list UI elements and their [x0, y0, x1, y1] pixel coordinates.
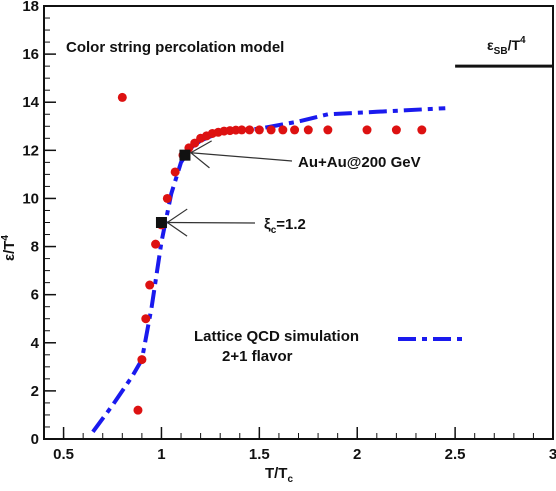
- data-point: [141, 314, 150, 323]
- data-point: [133, 406, 142, 415]
- y-tick-label: 8: [31, 239, 39, 256]
- data-point: [392, 125, 401, 134]
- data-point: [171, 167, 180, 176]
- x-axis-title: T/Tc: [265, 465, 294, 485]
- y-tick-label: 14: [22, 94, 39, 111]
- legend-lattice-line2: 2+1 flavor: [222, 348, 293, 365]
- xi-c-arrow: [167, 209, 255, 236]
- sb-limit-label: εSB/T4: [487, 35, 526, 57]
- x-tick-label: 1: [157, 446, 165, 463]
- arrow-shaft: [167, 223, 255, 224]
- data-point: [145, 281, 154, 290]
- data-point: [290, 125, 299, 134]
- y-tick-label: 6: [31, 287, 39, 304]
- y-tick-label: 0: [31, 431, 39, 448]
- data-point: [363, 125, 372, 134]
- au-au-label: Au+Au@200 GeV: [298, 154, 421, 171]
- data-point: [151, 240, 160, 249]
- y-tick-label: 10: [22, 190, 39, 207]
- model-label: Color string percolation model: [66, 39, 284, 56]
- arrow-shaft: [191, 153, 292, 161]
- data-point: [118, 93, 127, 102]
- x-tick-label: 1.5: [249, 446, 270, 463]
- data-point: [267, 125, 276, 134]
- au-au-arrow: [191, 141, 292, 168]
- y-tick-label: 18: [22, 0, 39, 15]
- x-tick-label: 2: [353, 446, 361, 463]
- square-marker: [156, 217, 167, 228]
- x-axis-ticks: 0.5 1 1.5 2 2.5 3: [44, 427, 556, 463]
- data-point: [255, 125, 264, 134]
- data-point: [245, 125, 254, 134]
- data-point: [417, 125, 426, 134]
- y-tick-label: 2: [31, 383, 39, 400]
- data-point: [323, 125, 332, 134]
- data-point: [237, 125, 246, 134]
- x-tick-label: 0.5: [53, 446, 74, 463]
- x-tick-label: 3: [549, 446, 556, 463]
- data-point: [137, 355, 146, 364]
- y-axis-ticks: 0 2 4 6 8 10 12 14 16 18: [22, 0, 56, 448]
- y-tick-label: 12: [22, 142, 39, 159]
- data-point: [278, 125, 287, 134]
- data-point: [304, 125, 313, 134]
- square-marker: [179, 150, 190, 161]
- xi-c-label: ξc=1.2: [264, 216, 306, 236]
- y-tick-label: 4: [31, 335, 40, 352]
- data-point: [163, 194, 172, 203]
- x-tick-label: 2.5: [445, 446, 466, 463]
- y-tick-label: 16: [22, 46, 39, 63]
- legend-lattice-line1: Lattice QCD simulation: [194, 328, 359, 345]
- y-axis-title: ε/T4: [0, 235, 18, 261]
